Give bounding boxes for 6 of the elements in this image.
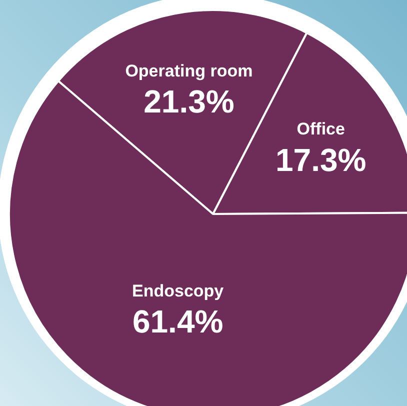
slice-label: Office	[296, 120, 345, 139]
slice-label: Operating room	[125, 62, 253, 81]
data-label: 21.3%	[144, 84, 234, 120]
data-label: 61.4%	[132, 304, 224, 340]
slice-label: Endoscopy	[132, 281, 224, 300]
data-label: 17.3%	[276, 142, 366, 178]
